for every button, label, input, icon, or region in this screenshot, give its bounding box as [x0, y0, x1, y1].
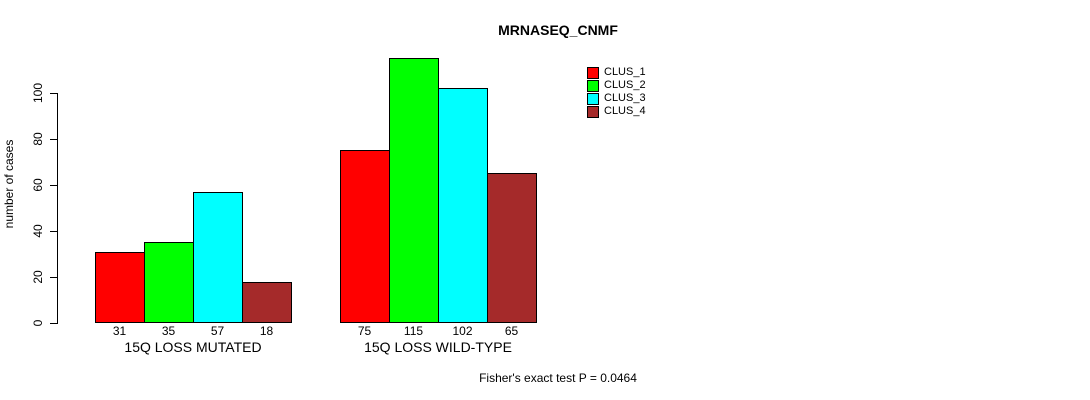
y-axis-tick-label: 60: [31, 178, 45, 192]
bar-clus_3-1: [193, 192, 243, 323]
bar-value-label: 18: [259, 324, 274, 338]
y-axis-tick-label: 100: [31, 82, 45, 104]
legend-item-label: CLUS_1: [604, 66, 646, 78]
category-label: 15Q LOSS WILD-TYPE: [364, 339, 512, 355]
legend-item-label: CLUS_3: [604, 92, 646, 104]
y-axis-tick-label: 40: [31, 224, 45, 238]
y-axis-tick: [50, 139, 57, 140]
y-axis-tick: [50, 231, 57, 232]
y-axis-tick: [50, 93, 57, 94]
chart-title: MRNASEQ_CNMF: [498, 22, 618, 38]
bar-value-label: 31: [112, 324, 127, 338]
legend-swatch: [587, 79, 599, 92]
category-label: 15Q LOSS MUTATED: [124, 339, 262, 355]
legend: CLUS_1 CLUS_2 CLUS_3 CLUS_4: [587, 66, 646, 118]
bar-clus_1-2: [340, 150, 390, 323]
bar-clus_2-1: [144, 242, 194, 323]
bar-value-label: 65: [504, 324, 519, 338]
legend-item-label: CLUS_4: [604, 105, 646, 117]
bar-clus_2-2: [389, 58, 439, 323]
bar-value-label: 75: [357, 324, 372, 338]
bar-value-label: 35: [161, 324, 176, 338]
bar-clus_4-2: [487, 173, 537, 323]
bar-value-label: 115: [403, 324, 424, 338]
y-axis-label: number of cases: [2, 139, 16, 229]
y-axis-tick-label: 20: [31, 270, 45, 284]
legend-swatch: [587, 66, 599, 79]
y-axis-tick: [50, 277, 57, 278]
legend-item: CLUS_2: [587, 79, 646, 92]
legend-item: CLUS_4: [587, 105, 646, 118]
y-axis-tick-label: 80: [31, 132, 45, 146]
y-axis-tick: [50, 323, 57, 324]
bar-value-label: 102: [452, 324, 473, 338]
legend-swatch: [587, 92, 599, 105]
y-axis-line: [57, 93, 58, 324]
annotation-text: Fisher's exact test P = 0.0464: [479, 371, 637, 385]
bar-value-label: 57: [210, 324, 225, 338]
bar-clus_3-2: [438, 88, 488, 323]
y-axis-tick: [50, 185, 57, 186]
legend-item: CLUS_1: [587, 66, 646, 79]
bar-clus_1-1: [95, 252, 145, 323]
legend-item: CLUS_3: [587, 92, 646, 105]
y-axis-tick-label: 0: [31, 319, 45, 327]
legend-swatch: [587, 105, 599, 118]
bar-clus_4-1: [242, 282, 292, 323]
legend-item-label: CLUS_2: [604, 79, 646, 91]
